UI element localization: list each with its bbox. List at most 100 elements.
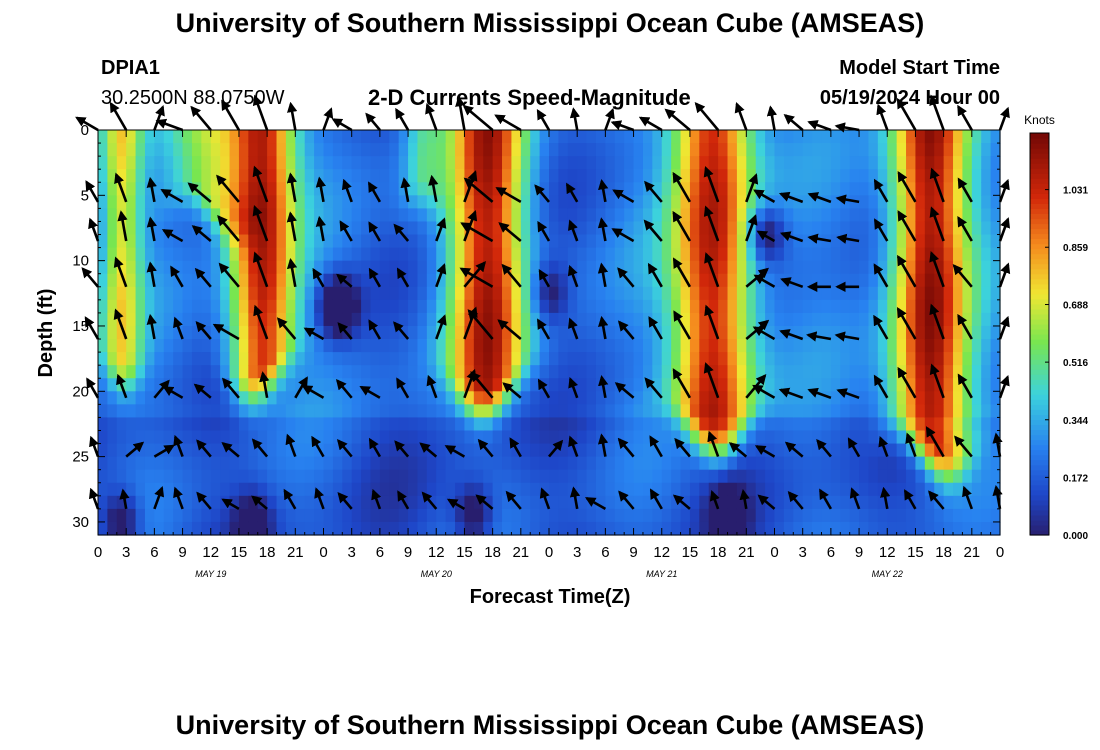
- heatmap-cell: [821, 325, 832, 340]
- heatmap-cell: [314, 325, 325, 340]
- heatmap-cell: [154, 391, 165, 405]
- heatmap-cell: [342, 404, 353, 419]
- heatmap-cell: [802, 182, 813, 196]
- heatmap-cell: [417, 156, 428, 170]
- heatmap-cell: [868, 469, 879, 484]
- heatmap-cell: [154, 208, 165, 223]
- heatmap-cell: [238, 482, 249, 497]
- current-vector: [929, 94, 945, 131]
- heatmap-cell: [624, 482, 635, 497]
- heatmap-cell: [915, 456, 926, 471]
- heatmap-cell: [962, 312, 973, 327]
- heatmap-cell: [605, 404, 616, 419]
- current-vector: [567, 317, 579, 340]
- heatmap-cell: [859, 286, 870, 301]
- heatmap-cell: [755, 208, 766, 223]
- heatmap-cell: [830, 521, 841, 536]
- current-vector: [216, 174, 240, 203]
- heatmap-cell: [445, 234, 456, 249]
- current-vector: [847, 437, 861, 458]
- heatmap-cell: [652, 130, 663, 144]
- heatmap-cell: [370, 143, 381, 157]
- x-tick-label: 15: [231, 544, 248, 561]
- heatmap-cell: [417, 339, 428, 353]
- heatmap-cell: [736, 391, 747, 405]
- heatmap-cell: [887, 430, 898, 445]
- heatmap-cell: [896, 234, 907, 249]
- heatmap-cell: [906, 195, 917, 209]
- heatmap-cell: [351, 130, 362, 144]
- heatmap-cell: [304, 299, 315, 314]
- heatmap-cell: [868, 352, 879, 366]
- colorbar-step: [1030, 364, 1049, 370]
- current-vector: [598, 375, 609, 399]
- heatmap-cell: [304, 404, 315, 419]
- heatmap-cell: [586, 130, 597, 144]
- heatmap-cell: [267, 469, 278, 484]
- heatmap-cell: [408, 143, 419, 157]
- heatmap-cell: [455, 443, 466, 458]
- heatmap-cell: [830, 443, 841, 458]
- heatmap-cell: [765, 339, 776, 353]
- heatmap-cell: [351, 456, 362, 471]
- heatmap-cell: [304, 221, 315, 236]
- heatmap-cell: [812, 234, 823, 249]
- heatmap-cell: [436, 443, 447, 458]
- heatmap-cell: [332, 352, 343, 366]
- heatmap-cell: [849, 312, 860, 327]
- heatmap-cell: [877, 156, 888, 170]
- heatmap-cell: [652, 169, 663, 183]
- current-vector: [393, 321, 410, 340]
- heatmap-cell: [436, 339, 447, 353]
- heatmap-cell: [586, 339, 597, 353]
- heatmap-cell: [361, 495, 372, 510]
- heatmap-cell: [445, 260, 456, 275]
- heatmap-cell: [877, 169, 888, 183]
- heatmap-cell: [389, 299, 400, 314]
- heatmap-cell: [520, 378, 531, 392]
- heatmap-cell: [887, 221, 898, 236]
- heatmap-cell: [605, 469, 616, 484]
- heatmap-cell: [661, 312, 672, 327]
- heatmap-cell: [361, 234, 372, 249]
- heatmap-cell: [680, 352, 691, 366]
- heatmap-cell: [915, 182, 926, 196]
- heatmap-cell: [868, 130, 879, 144]
- heatmap-cell: [849, 286, 860, 301]
- heatmap-cell: [924, 234, 935, 249]
- heatmap-cell: [492, 456, 503, 471]
- heatmap-cell: [182, 417, 193, 432]
- heatmap-cell: [520, 521, 531, 536]
- heatmap-cell: [943, 378, 954, 392]
- heatmap-cell: [342, 208, 353, 223]
- heatmap-cell: [558, 208, 569, 223]
- x-tick-label: 12: [653, 544, 670, 561]
- current-vector: [896, 97, 917, 131]
- heatmap-cell: [689, 182, 700, 196]
- heatmap-cell: [812, 495, 823, 510]
- heatmap-cell: [417, 469, 428, 484]
- heatmap-cell: [520, 221, 531, 236]
- heatmap-cell: [370, 299, 381, 314]
- heatmap-cell: [351, 430, 362, 445]
- heatmap-cell: [389, 482, 400, 497]
- heatmap-cell: [238, 404, 249, 419]
- heatmap-cell: [896, 299, 907, 314]
- heatmap-cell: [539, 495, 550, 510]
- heatmap-cell: [718, 221, 729, 236]
- heatmap-cell: [755, 482, 766, 497]
- heatmap-cell: [868, 221, 879, 236]
- current-vector: [779, 329, 804, 341]
- heatmap-cell: [586, 221, 597, 236]
- heatmap-cell: [220, 391, 231, 405]
- heatmap-cell: [511, 521, 522, 536]
- current-vector: [502, 382, 522, 399]
- heatmap-cell: [464, 430, 475, 445]
- heatmap-cell: [671, 404, 682, 419]
- heatmap-cell: [727, 508, 738, 523]
- heatmap-cell: [746, 247, 757, 262]
- heatmap-cell: [530, 365, 541, 379]
- heatmap-cell: [953, 521, 964, 536]
- current-vector: [252, 251, 269, 288]
- heatmap-cell: [520, 365, 531, 379]
